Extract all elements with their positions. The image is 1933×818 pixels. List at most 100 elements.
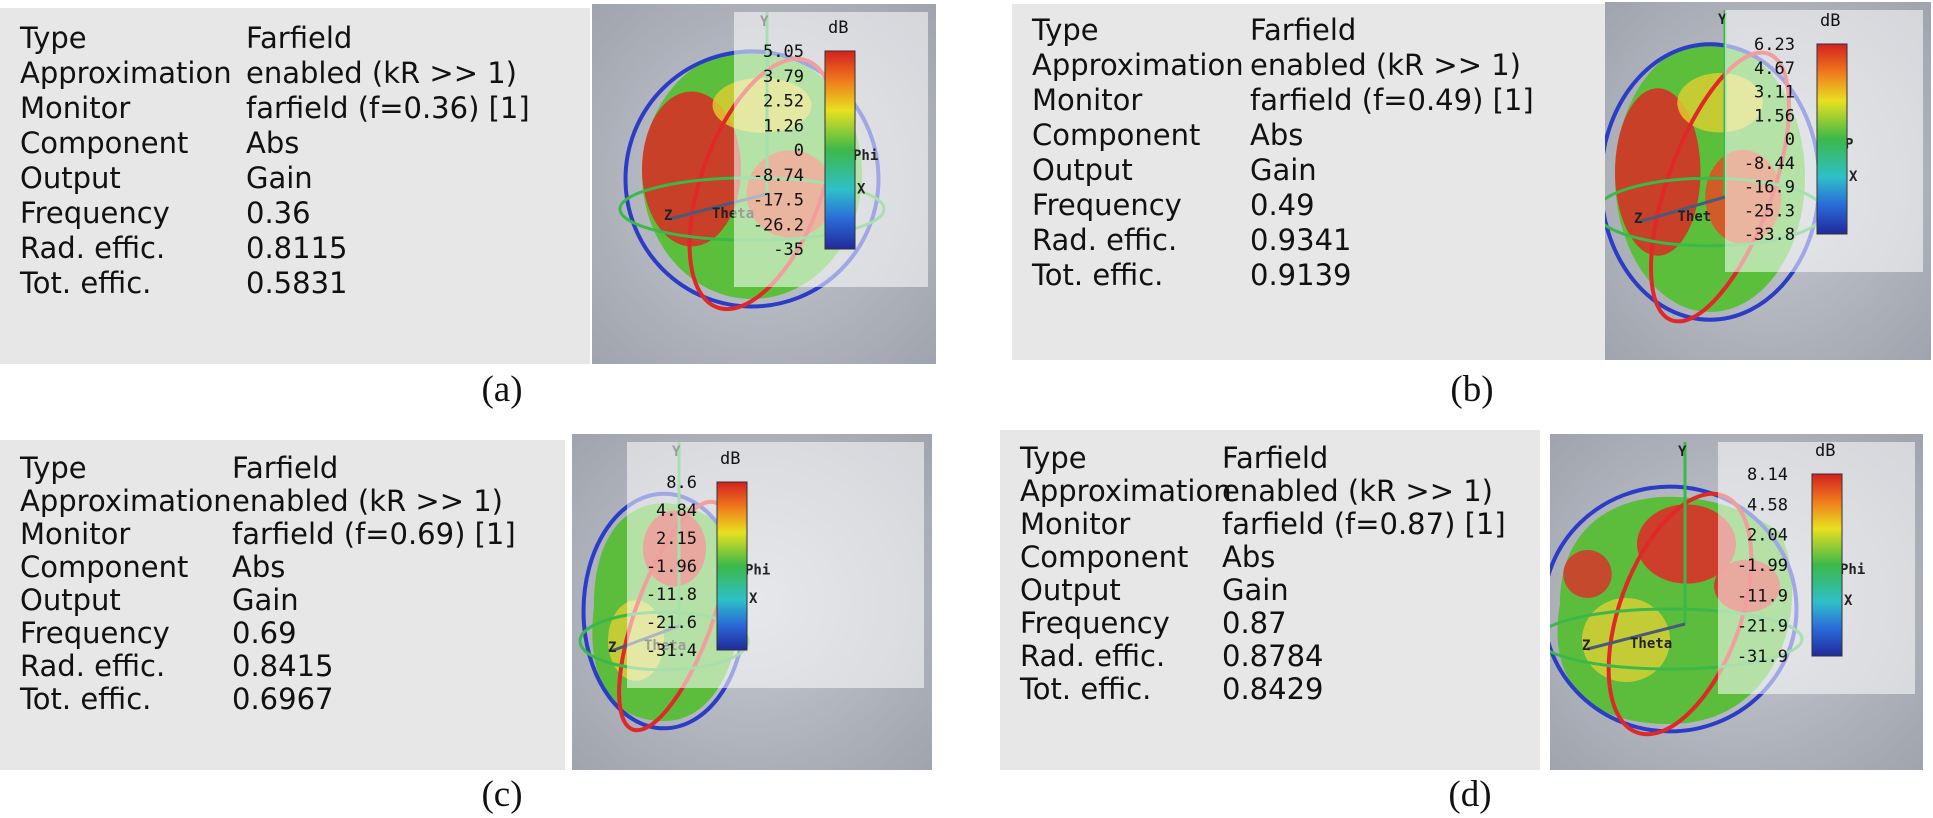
farfield-plot: Y Z Theta Phi XdB 8.14 4.58 2.04 -1.99 -11.9 -21.9… bbox=[1550, 434, 1923, 770]
row-label: Tot. effic. bbox=[20, 682, 152, 716]
phi-label: Phi bbox=[853, 148, 878, 164]
row-label: Output bbox=[20, 161, 121, 195]
phi-label: Phi bbox=[745, 562, 770, 578]
row-label: Monitor bbox=[1020, 507, 1131, 541]
row-label: Approximation bbox=[1020, 474, 1232, 508]
row-label: Tot. effic. bbox=[20, 266, 152, 300]
theta-label: Theta bbox=[1630, 636, 1672, 652]
colorbar-unit: dB bbox=[828, 18, 848, 38]
colorbar-tick: 0 bbox=[1785, 130, 1795, 150]
row-value: 0.8415 bbox=[232, 649, 334, 683]
colorbar-tick: -21.9 bbox=[1737, 617, 1788, 637]
row-label: Frequency bbox=[1020, 606, 1170, 640]
phi-label: Phi bbox=[1840, 562, 1865, 578]
x-axis-label: X bbox=[857, 182, 866, 198]
colorbar-tick: 2.15 bbox=[656, 529, 697, 549]
colorbar-tick: -1.96 bbox=[646, 557, 697, 577]
farfield-plot: YZThetaPhiXdB5.053.792.521.260-8.74-17.5… bbox=[592, 4, 936, 364]
caption-c: (c) bbox=[481, 774, 523, 815]
row-label: Rad. effic. bbox=[1032, 223, 1178, 257]
row-value: Abs bbox=[1222, 540, 1276, 574]
caption-b: (b) bbox=[1450, 369, 1494, 410]
row-label: Tot. effic. bbox=[1032, 258, 1164, 292]
row-label: Approximation bbox=[20, 484, 232, 518]
row-label: Frequency bbox=[20, 616, 170, 650]
row-label: Output bbox=[1020, 573, 1121, 607]
farfield-viz-c: YZThetaPhiXdB8.64.842.15-1.96-11.8-21.6-… bbox=[572, 434, 932, 770]
row-label: Component bbox=[1020, 540, 1189, 574]
row-value: Gain bbox=[1250, 153, 1317, 187]
colorbar-tick: -31.4 bbox=[646, 641, 697, 661]
colorbar-tick: -16.9 bbox=[1744, 178, 1795, 198]
caption-d: (d) bbox=[1448, 774, 1492, 815]
colorbar-tick: -21.6 bbox=[646, 613, 697, 633]
y-axis-label: Y bbox=[1678, 444, 1687, 460]
row-value: 0.49 bbox=[1250, 188, 1315, 222]
colorbar bbox=[716, 481, 748, 651]
colorbar-tick: 2.52 bbox=[763, 92, 804, 112]
row-label: Approximation bbox=[1032, 48, 1244, 82]
colorbar-unit: dB bbox=[1815, 441, 1835, 461]
colorbar-tick: 1.56 bbox=[1754, 106, 1795, 126]
row-value: enabled (kR >> 1) bbox=[1222, 474, 1493, 508]
colorbar-unit: dB bbox=[720, 449, 740, 469]
pattern-hotspot bbox=[1563, 550, 1612, 598]
colorbar-tick: 4.67 bbox=[1754, 59, 1795, 79]
farfield-viz-a: YZThetaPhiXdB5.053.792.521.260-8.74-17.5… bbox=[592, 4, 936, 364]
row-value: Farfield bbox=[1222, 441, 1329, 475]
row-value: 0.36 bbox=[246, 196, 311, 230]
info-table-a: Type Farfield Approximation enabled (kR >> … bbox=[0, 8, 590, 364]
colorbar-tick: 5.05 bbox=[763, 42, 804, 62]
row-value: 0.9139 bbox=[1250, 258, 1352, 292]
panel-c: Type Farfield Approximation enabled (kR >> … bbox=[0, 430, 940, 818]
colorbar-tick: -35 bbox=[773, 240, 804, 260]
panel-a: Type Farfield Approximation enabled (kR >> … bbox=[0, 0, 940, 410]
colorbar bbox=[1816, 43, 1848, 235]
z-axis-label: Z bbox=[664, 208, 672, 224]
row-label: Type bbox=[20, 451, 87, 485]
row-value: 0.8784 bbox=[1222, 639, 1324, 673]
row-value: Farfield bbox=[232, 451, 339, 485]
info-table-d: Type Farfield Approximation enabled (kR >> … bbox=[1000, 430, 1540, 770]
row-value: Abs bbox=[1250, 118, 1304, 152]
row-value: Abs bbox=[232, 550, 286, 584]
info-table-b: Type Farfield Approximation enabled (kR >> … bbox=[1012, 4, 1610, 360]
colorbar-tick: -17.5 bbox=[753, 191, 804, 211]
row-value: Gain bbox=[1222, 573, 1289, 607]
row-label: Type bbox=[1020, 441, 1087, 475]
panel-b: Type Farfield Approximation enabled (kR >> … bbox=[1005, 0, 1933, 410]
row-label: Rad. effic. bbox=[20, 649, 166, 683]
colorbar-tick: -26.2 bbox=[753, 215, 804, 235]
colorbar-tick: -25.3 bbox=[1744, 201, 1795, 221]
row-value: Gain bbox=[232, 583, 299, 617]
row-label: Monitor bbox=[20, 91, 131, 125]
pattern-hotspot bbox=[1615, 88, 1701, 256]
colorbar-tick: 3.11 bbox=[1754, 83, 1795, 103]
row-value: Gain bbox=[246, 161, 313, 195]
z-axis-label: Z bbox=[608, 640, 616, 656]
row-value: 0.87 bbox=[1222, 606, 1287, 640]
colorbar-tick: -1.99 bbox=[1737, 556, 1788, 576]
row-value: 0.9341 bbox=[1250, 223, 1352, 257]
colorbar-tick: -33.8 bbox=[1744, 225, 1795, 245]
colorbar-tick: 1.26 bbox=[763, 116, 804, 136]
colorbar-tick: 4.58 bbox=[1747, 495, 1788, 515]
row-value: 0.8429 bbox=[1222, 672, 1324, 706]
row-value: enabled (kR >> 1) bbox=[246, 56, 517, 90]
colorbar-tick: 2.04 bbox=[1747, 526, 1788, 546]
row-value: 0.8115 bbox=[246, 231, 348, 265]
row-value: farfield (f=0.49) [1] bbox=[1250, 83, 1534, 117]
row-label: Component bbox=[1032, 118, 1201, 152]
panel-d: Type Farfield Approximation enabled (kR >> … bbox=[990, 430, 1933, 818]
caption-a: (a) bbox=[481, 369, 523, 410]
colorbar-tick: -8.44 bbox=[1744, 154, 1795, 174]
colorbar-tick: -8.74 bbox=[753, 166, 804, 186]
row-label: Component bbox=[20, 126, 189, 160]
colorbar-tick: 8.6 bbox=[666, 473, 697, 493]
row-value: 0.5831 bbox=[246, 266, 348, 300]
phi-label: P bbox=[1845, 137, 1853, 153]
info-table-c: Type Farfield Approximation enabled (kR >> … bbox=[0, 440, 565, 770]
z-axis bbox=[1638, 195, 1726, 224]
colorbar-tick: 6.23 bbox=[1754, 35, 1795, 55]
